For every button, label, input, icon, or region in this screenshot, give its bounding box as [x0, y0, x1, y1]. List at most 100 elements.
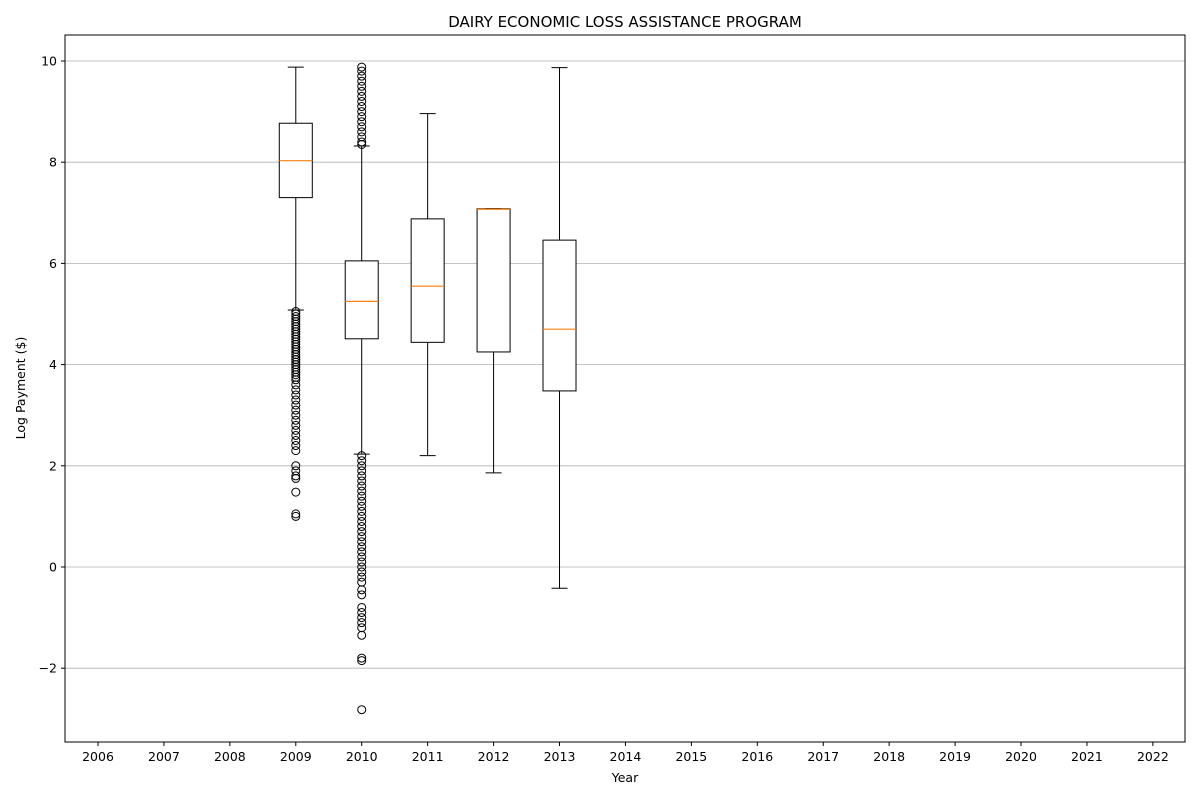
outlier-point [291, 420, 301, 430]
y-tick-label: 10 [41, 54, 57, 69]
iqr-box [344, 260, 379, 340]
outlier-point [357, 590, 367, 600]
x-tick-label: 2013 [544, 749, 576, 764]
outlier-point [357, 522, 367, 532]
box-2011 [410, 113, 445, 457]
outlier-point [291, 400, 301, 410]
x-tick-label: 2014 [610, 749, 642, 764]
outlier-point [291, 471, 301, 481]
x-tick-label: 2015 [675, 749, 707, 764]
x-tick-label: 2009 [280, 749, 312, 764]
box-2013 [542, 67, 577, 589]
outlier-point [357, 585, 367, 595]
outlier-point [357, 91, 367, 101]
box-2009 [278, 66, 313, 521]
outlier-point [291, 415, 301, 425]
outlier-point [357, 456, 367, 466]
outlier-point [357, 653, 367, 663]
outlier-point [357, 476, 367, 486]
x-axis: 2006 2007 2008 2009 2010 2011 2012 2013 2014 2015… [82, 742, 1169, 764]
box-2010 [344, 62, 379, 715]
outlier-point [357, 656, 367, 666]
outlier-point [291, 425, 301, 435]
x-tick-label: 2008 [214, 749, 246, 764]
outlier-point [357, 76, 367, 86]
outlier-point [357, 567, 367, 577]
box-2012 [476, 208, 511, 474]
outlier-point [291, 380, 301, 390]
iqr-box [476, 208, 511, 353]
outlier-point [357, 451, 367, 461]
outlier-point [357, 577, 367, 587]
chart-title: DAIRY ECONOMIC LOSS ASSISTANCE PROGRAM [448, 13, 802, 31]
x-tick-label: 2007 [148, 749, 180, 764]
outlier-point [357, 630, 367, 640]
outlier-point [291, 410, 301, 420]
outlier-point [357, 112, 367, 122]
outlier-point [291, 405, 301, 415]
x-tick-label: 2011 [412, 749, 444, 764]
outlier-point [291, 446, 301, 456]
y-tick-label: 2 [49, 458, 57, 473]
outlier-point [357, 81, 367, 91]
x-axis-label: Year [611, 770, 639, 785]
outlier-point [357, 139, 367, 149]
outlier-point [357, 486, 367, 496]
outlier-point [357, 62, 367, 72]
outlier-point [357, 705, 367, 715]
x-tick-label: 2017 [807, 749, 839, 764]
outlier-point [357, 613, 367, 623]
outlier-point [357, 107, 367, 117]
outlier-point [291, 436, 301, 445]
outlier-point [291, 430, 301, 440]
outlier-point [357, 471, 367, 481]
outlier-point [357, 117, 367, 127]
outlier-point [357, 137, 367, 147]
outlier-point [291, 390, 301, 400]
iqr-box [410, 218, 445, 343]
outlier-point [291, 395, 301, 405]
outlier-point [357, 66, 367, 76]
x-tick-label: 2006 [82, 749, 114, 764]
x-tick-label: 2012 [478, 749, 510, 764]
outlier-point [357, 122, 367, 132]
outlier-point [357, 552, 367, 562]
outlier-point [357, 547, 367, 557]
outlier-point [357, 511, 367, 521]
outlier-point [357, 542, 367, 552]
y-tick-label: 6 [49, 256, 57, 271]
outlier-point [357, 602, 367, 612]
x-tick-label: 2010 [346, 749, 378, 764]
outlier-point [357, 516, 367, 526]
gridlines [65, 60, 1185, 669]
outlier-point [357, 496, 367, 506]
y-axis: −2 0 2 4 6 8 10 [39, 54, 65, 676]
outlier-point [357, 96, 367, 106]
outlier-point [291, 461, 301, 471]
outlier-point [291, 375, 301, 385]
outlier-point [357, 527, 367, 537]
outlier-point [357, 71, 367, 81]
x-tick-label: 2020 [1005, 749, 1037, 764]
outlier-point [357, 608, 367, 618]
outlier-point [291, 370, 301, 380]
outlier-point [357, 557, 367, 567]
outlier-point [357, 537, 367, 547]
box-series [278, 62, 577, 715]
outlier-point [291, 487, 301, 497]
outlier-point [357, 481, 367, 491]
outlier-point [357, 491, 367, 501]
y-tick-label: 0 [49, 560, 57, 575]
x-tick-label: 2021 [1071, 749, 1103, 764]
outlier-point [291, 441, 301, 451]
iqr-box [542, 239, 577, 392]
outlier-point [291, 511, 301, 521]
x-tick-label: 2018 [873, 749, 905, 764]
outlier-point [357, 127, 367, 137]
outlier-point [291, 473, 301, 483]
outlier-point [357, 466, 367, 476]
outlier-point [357, 572, 367, 582]
x-tick-label: 2019 [939, 749, 971, 764]
outlier-point [357, 501, 367, 511]
